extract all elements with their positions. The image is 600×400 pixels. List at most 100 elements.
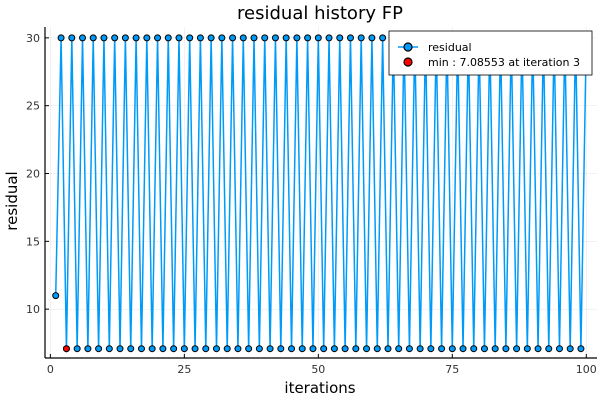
residual-point [379,34,387,42]
residual-point [341,345,349,353]
residual-point [577,345,585,353]
residual-point [405,345,413,353]
residual-point [100,34,108,42]
residual-point [523,345,531,353]
residual-point [309,345,317,353]
x-tick-label: 0 [47,363,54,376]
residual-point [282,34,290,42]
y-tick-label: 10 [26,303,40,316]
residual-point [127,345,135,353]
y-tick-label: 30 [26,32,40,45]
residual-point [330,345,338,353]
legend-residual-marker [403,42,413,52]
residual-point [298,345,306,353]
residual-line [54,37,588,349]
residual-point [202,345,210,353]
residual-point [154,34,162,42]
residual-point [223,345,231,353]
residual-point [513,345,521,353]
residual-point [261,34,269,42]
residual-point [255,345,263,353]
residual-point [111,34,119,42]
x-tick-label: 50 [311,363,325,376]
residual-point [207,34,215,42]
residual-point [555,345,563,353]
residual-point [116,345,124,353]
residual-point [95,345,103,353]
residual-point [121,34,129,42]
residual-point [545,345,553,353]
residual-point [336,34,344,42]
residual-point [180,345,188,353]
residual-point [234,345,242,353]
residual-point [368,34,376,42]
residual-point [320,345,328,353]
legend-min-label: min : 7.08553 at iteration 3 [428,56,580,69]
legend-residual-label: residual [428,41,472,54]
residual-point [357,34,365,42]
residual-point [175,34,183,42]
residual-point [373,345,381,353]
residual-point [159,345,167,353]
y-ticks: 10 15 20 25 30 [26,32,49,316]
residual-point [137,345,145,353]
residual-point [352,345,360,353]
legend-box [388,30,593,76]
residual-point [534,345,542,353]
legend: residual min : 7.08553 at iteration 3 [388,30,593,76]
residual-point [245,345,253,353]
residual-point [143,34,151,42]
residual-point [384,345,392,353]
residual-point [459,345,467,353]
residual-point [346,34,354,42]
residual-point [170,345,178,353]
residual-point [271,34,279,42]
residual-point [491,345,499,353]
residual-point [164,34,172,42]
residual-point [52,292,60,300]
y-tick-label: 25 [26,100,40,113]
residual-point [196,34,204,42]
x-axis-title: iterations [284,379,355,397]
residual-point [239,34,247,42]
residual-point [186,34,194,42]
residual-point [293,34,301,42]
x-tick-label: 100 [576,363,597,376]
residual-point [480,345,488,353]
x-ticks: 0 25 50 75 100 [47,354,597,376]
residual-point [132,34,140,42]
y-tick-label: 15 [26,235,40,248]
x-tick-label: 75 [445,363,459,376]
residual-point [470,345,478,353]
residual-point [73,345,81,353]
y-tick-label: 20 [26,168,40,181]
residual-point [395,345,403,353]
residual-point [304,34,312,42]
residual-point [502,345,510,353]
residual-point [266,345,274,353]
residual-point [325,34,333,42]
residual-point [79,34,87,42]
chart-title: residual history FP [237,3,403,24]
residual-point [68,34,76,42]
axes [44,27,597,359]
residual-point [363,345,371,353]
residual-point [229,34,237,42]
residual-point [438,345,446,353]
residual-point [250,34,258,42]
residual-point [57,34,65,42]
residual-point [148,345,156,353]
x-tick-label: 25 [177,363,191,376]
legend-min-marker [403,57,413,67]
residual-point [288,345,296,353]
residual-point [314,34,322,42]
residual-point [218,34,226,42]
residual-point [191,345,199,353]
y-axis-title: residual [3,171,21,230]
residual-point [89,34,97,42]
residual-point [566,345,574,353]
residual-point [448,345,456,353]
residual-point [416,345,424,353]
residual-point [212,345,220,353]
